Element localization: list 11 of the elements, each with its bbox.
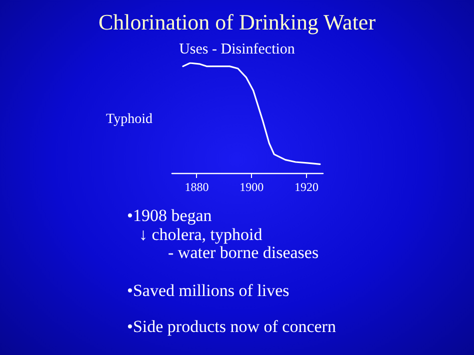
chart-subtitle: Uses - Disinfection bbox=[179, 42, 296, 58]
text: •Side products now of concern bbox=[127, 317, 336, 336]
text: - water borne diseases bbox=[168, 243, 319, 262]
text: •1908 began bbox=[127, 206, 212, 225]
x-tick-label: 1880 bbox=[184, 180, 209, 194]
chart-title: Chlorination of Drinking Water bbox=[98, 10, 376, 34]
x-tick-label: 1900 bbox=[240, 180, 264, 194]
text: ↓ cholera, typhoid bbox=[139, 225, 262, 244]
y-axis-title: Typhoid bbox=[106, 112, 152, 128]
x-tick-label: 1920 bbox=[294, 180, 319, 194]
text: •Saved millions of lives bbox=[127, 281, 290, 300]
